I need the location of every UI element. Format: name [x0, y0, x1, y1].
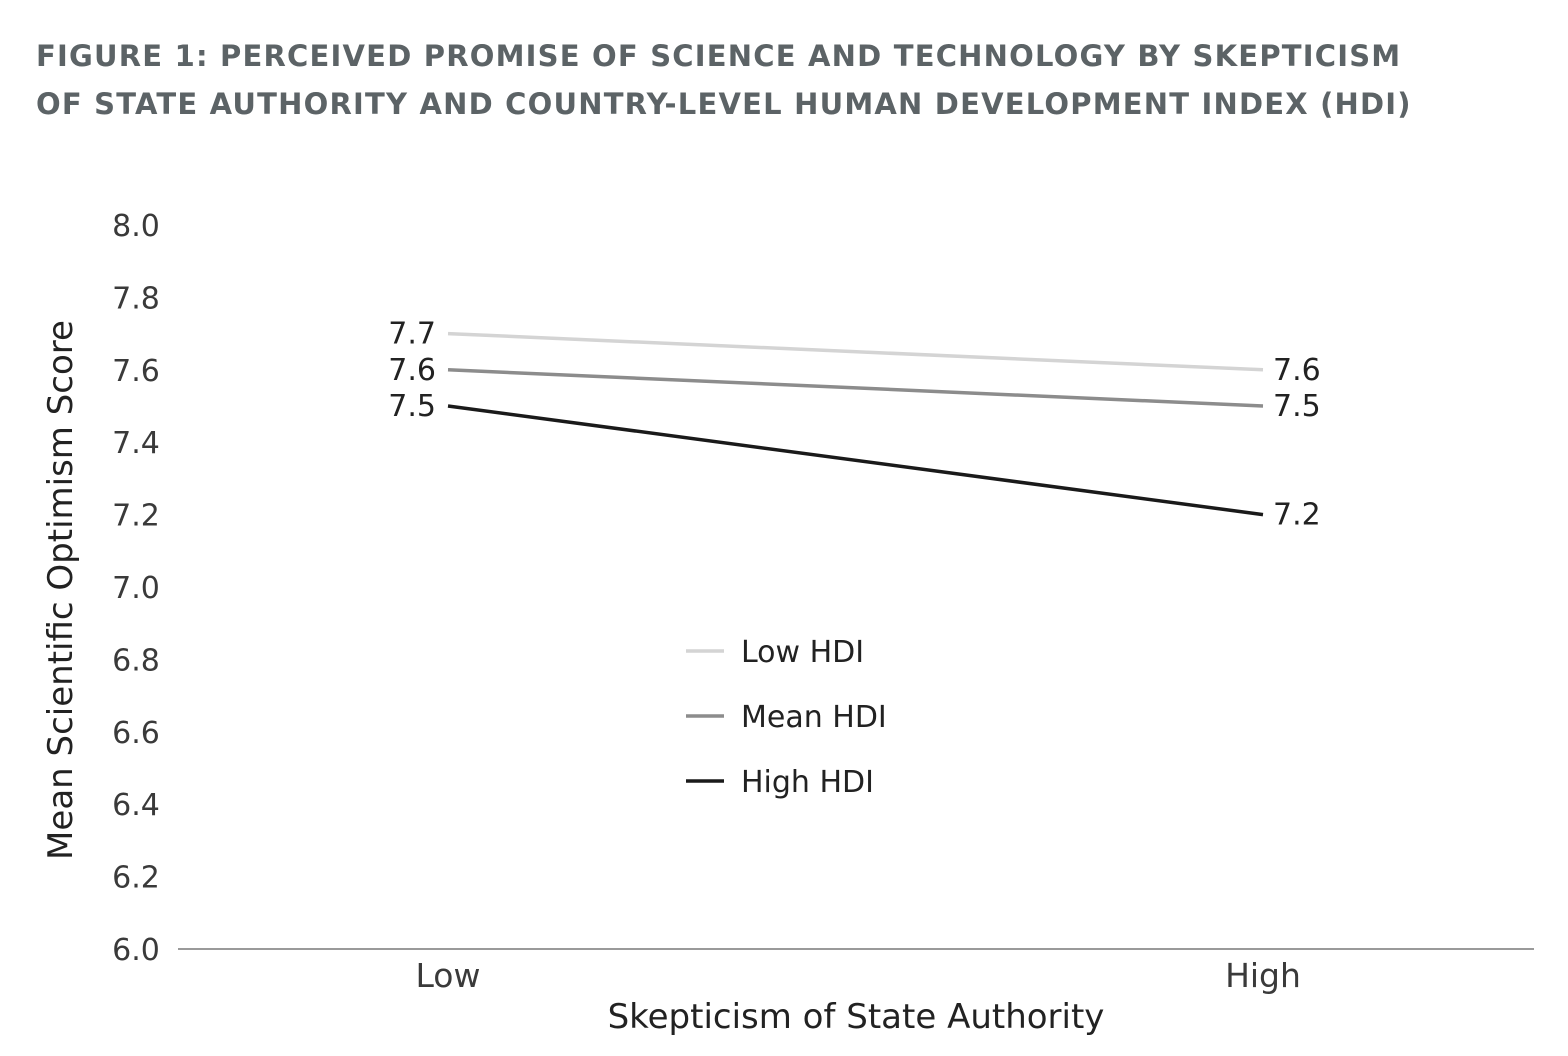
data-label-high-hdi: 7.2	[1273, 498, 1321, 533]
data-label-high-hdi: 7.5	[388, 389, 436, 424]
data-label-mean-hdi: 7.5	[1273, 389, 1321, 424]
series-lines	[447, 331, 1264, 517]
figure-title-line-2: OF STATE AUTHORITY AND COUNTRY-LEVEL HUM…	[36, 87, 1412, 121]
y-tick-label: 6.0	[112, 933, 160, 968]
figure-title: FIGURE 1: PERCEIVED PROMISE OF SCIENCE A…	[36, 32, 1536, 128]
y-tick-label: 7.0	[112, 571, 160, 606]
y-tick-label: 8.0	[112, 209, 160, 244]
y-axis-title: Mean Scientific Optimism Score	[41, 320, 81, 860]
series-line-high-hdi	[447, 404, 1264, 517]
legend-label-mean-hdi: Mean HDI	[741, 700, 887, 735]
y-tick-label: 7.6	[112, 354, 160, 389]
data-label-mean-hdi: 7.6	[388, 353, 436, 388]
x-axis-ticks: Low High	[416, 956, 1301, 995]
x-tick-label: Low	[416, 956, 481, 995]
legend-label-high-hdi: High HDI	[741, 765, 874, 800]
legend-label-low-hdi: Low HDI	[741, 635, 864, 670]
data-label-low-hdi: 7.6	[1273, 353, 1321, 388]
y-tick-label: 6.6	[112, 716, 160, 751]
y-tick-label: 6.2	[112, 861, 160, 896]
y-tick-label: 6.8	[112, 643, 160, 678]
y-tick-label: 7.4	[112, 426, 160, 461]
series-line-mean-hdi	[447, 368, 1264, 408]
y-tick-label: 7.2	[112, 499, 160, 534]
figure-title-line-1: FIGURE 1: PERCEIVED PROMISE OF SCIENCE A…	[36, 39, 1402, 73]
y-axis-ticks: 6.0 6.2 6.4 6.6 6.8 7.0 7.2 7.4 7.6 7.8 8.0	[112, 209, 160, 968]
x-axis-title: Skepticism of State Authority	[608, 997, 1105, 1037]
series-line-low-hdi	[447, 331, 1264, 372]
y-tick-label: 7.8	[112, 281, 160, 316]
legend: Low HDI Mean HDI High HDI	[686, 635, 887, 800]
x-tick-label: High	[1225, 956, 1301, 995]
data-label-low-hdi: 7.7	[388, 317, 436, 352]
y-tick-label: 6.4	[112, 788, 160, 823]
data-labels: 7.77.67.67.57.57.2	[388, 317, 1320, 533]
